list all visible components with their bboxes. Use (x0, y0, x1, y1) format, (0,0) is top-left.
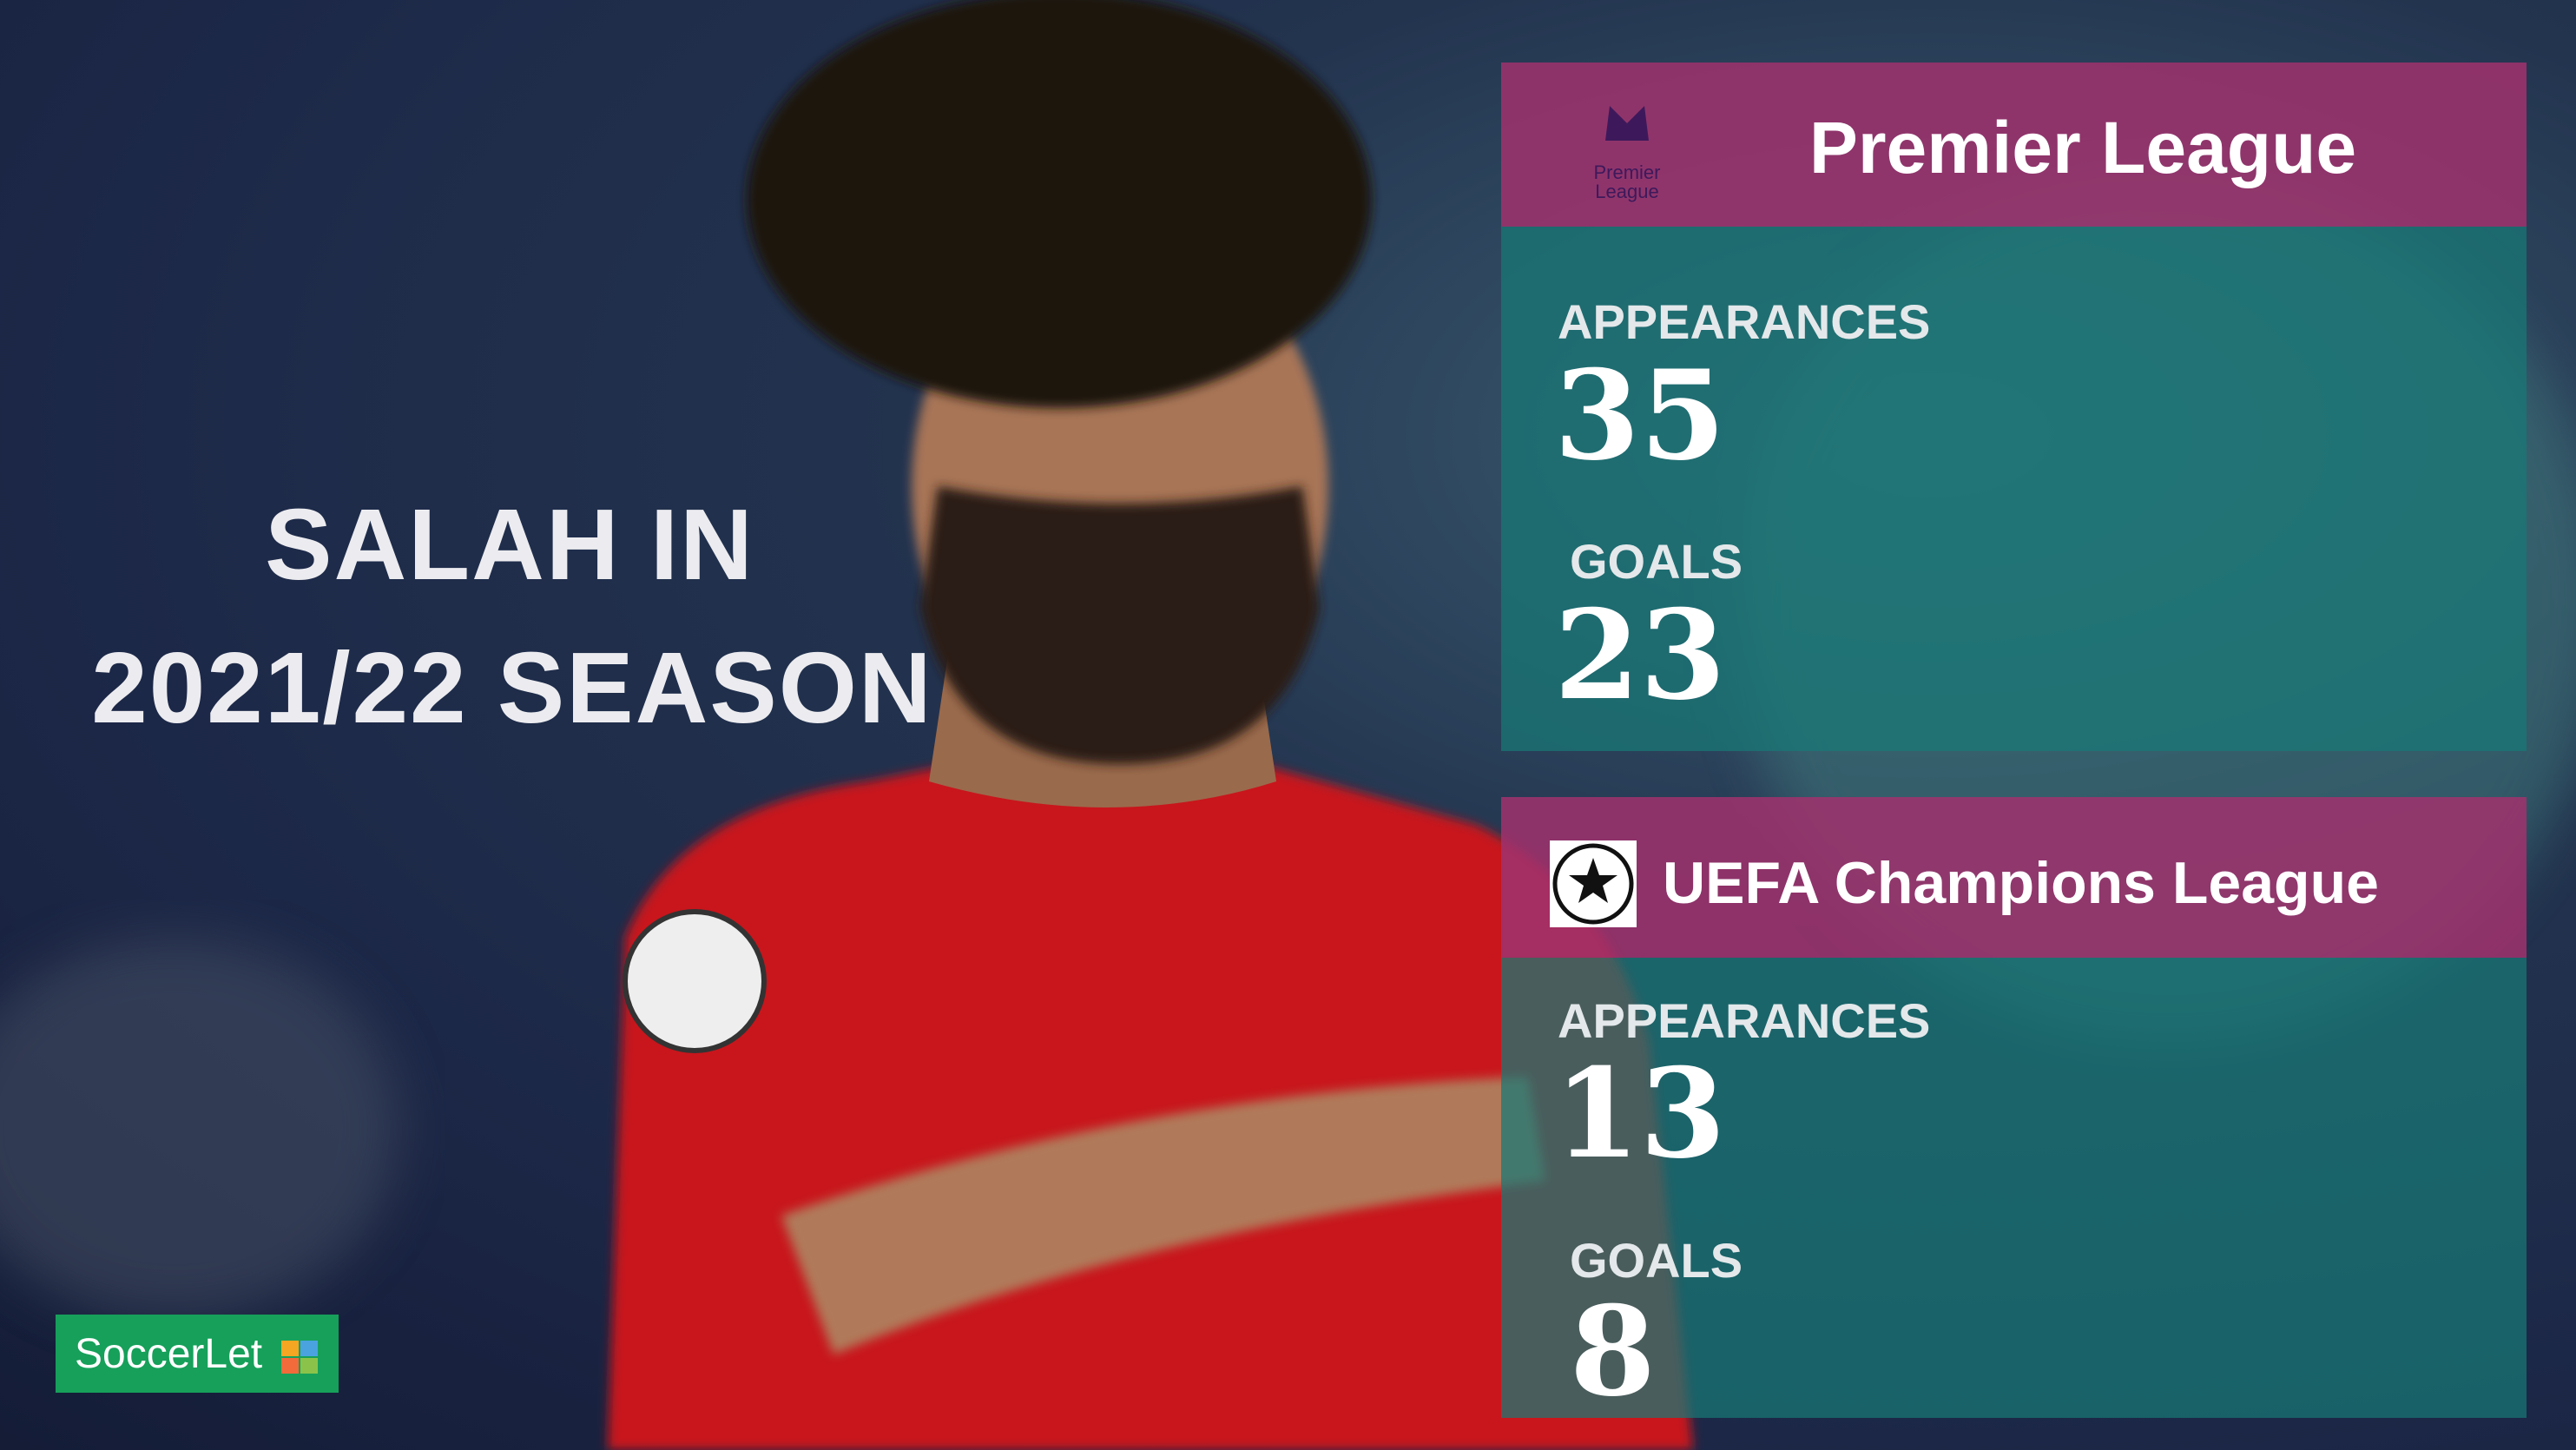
league-name: Premier League (1808, 107, 2357, 188)
stat-label: APPEARANCES (1558, 993, 1931, 1048)
stat-value: 35 (1554, 344, 1726, 488)
league-logo-text: Premier League (1593, 161, 1661, 202)
league-header: Premier League Premier League (1501, 63, 2527, 227)
stat-value: 23 (1554, 583, 1726, 728)
stats-panel (1501, 227, 2527, 751)
stat-value: 13 (1554, 1042, 1726, 1186)
stats-panel (1501, 958, 2527, 1418)
brand-name: SoccerLet (75, 1331, 263, 1377)
league-logo (1550, 840, 1637, 927)
league-name: UEFA Champions League (1663, 850, 2379, 916)
title-line: SALAH IN (265, 488, 754, 601)
league-header: UEFA Champions League (1501, 797, 2527, 958)
brand-icon (281, 1341, 318, 1374)
stat-label: GOALS (1570, 534, 1743, 589)
stat-label: APPEARANCES (1558, 294, 1931, 349)
title-line: 2021/22 SEASON (91, 631, 933, 744)
stat-value: 8 (1570, 1280, 1656, 1424)
brand-logo: SoccerLet (56, 1315, 339, 1393)
stat-label: GOALS (1570, 1233, 1743, 1288)
league-logo-crown (1605, 106, 1649, 141)
